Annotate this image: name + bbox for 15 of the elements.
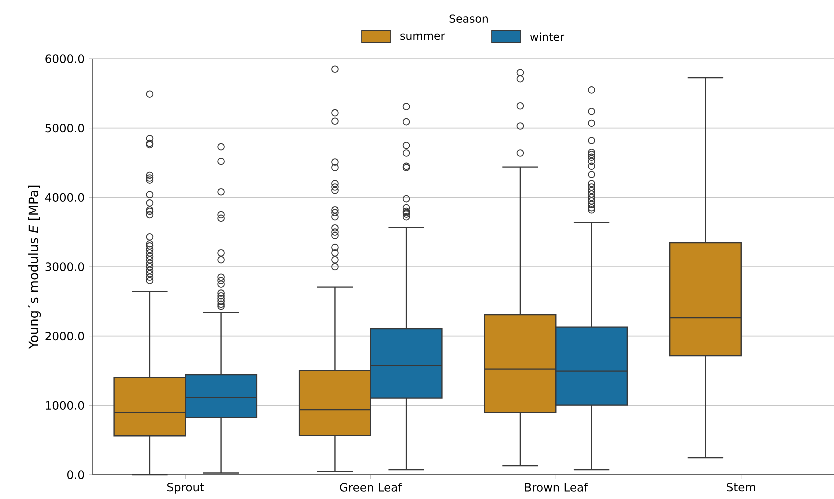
legend-label: winter bbox=[530, 32, 565, 42]
y-tick-label: 6000.0 bbox=[46, 54, 84, 64]
y-tick-label: 1000.0 bbox=[46, 401, 84, 410]
legend-title: Season bbox=[450, 14, 488, 23]
y-axis-title: Young´s modulus E [MPa] bbox=[28, 186, 42, 350]
y-tick-label: 3000.0 bbox=[46, 262, 84, 272]
legend-label: summer bbox=[400, 34, 446, 40]
x-tick-label: Stem bbox=[727, 483, 756, 492]
x-tick-label: Green Leaf bbox=[340, 483, 402, 492]
y-tick-label: 4000.0 bbox=[45, 193, 84, 202]
x-tick-label: Sprout bbox=[168, 483, 204, 494]
y-tick-label: 0.0 bbox=[68, 470, 84, 480]
x-tick-label: Brown Leaf bbox=[525, 483, 588, 492]
y-tick-label: 5000.0 bbox=[46, 124, 84, 133]
y-tick-label: 2000.0 bbox=[46, 332, 84, 341]
